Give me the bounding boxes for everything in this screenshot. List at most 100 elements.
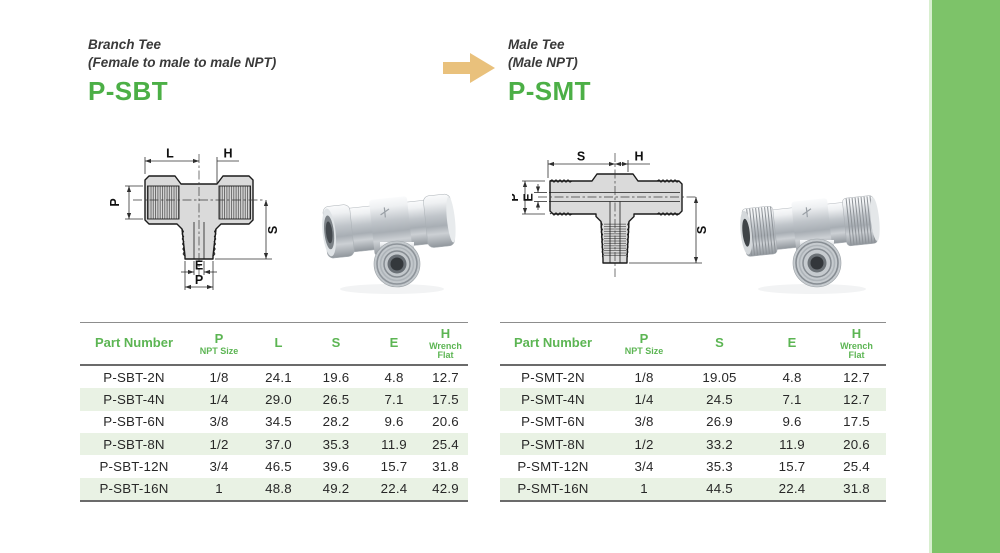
cell-e: 22.4 [778,481,806,497]
col-header-p-npt-size: P NPT Size [624,330,664,356]
cell-e: 4.8 [384,369,404,385]
cell-s: 35.3 [706,459,733,475]
dim-label-s-right: S [695,226,709,234]
cell-e: 22.4 [380,481,408,497]
male-branch-port [792,238,842,288]
cell-npt-size: 1 [640,481,648,497]
dim-label-p-bottom: P [195,273,203,287]
table-row: P-SMT-12N 3/4 35.3 15.7 25.4 [500,455,886,477]
dim-label-h: H [223,147,232,161]
cell-part-number: P-SBT-2N [103,369,165,385]
dim-label-e-left: E [522,193,536,201]
cell-npt-size: 1/2 [634,436,654,452]
cell-s: 28.2 [322,414,350,430]
cell-e: 15.7 [778,459,806,475]
cell-s: 35.3 [322,436,350,452]
col-header-h-wrench-flat: H Wrench Flat [429,326,462,361]
cell-e: 7.1 [384,391,404,407]
col-header-h-wrench-flat: H Wrench Flat [840,326,873,361]
product-subtitle: (Male NPT) [508,54,578,70]
table-row: P-SBT-12N 3/4 46.5 39.6 15.7 31.8 [80,455,468,477]
cell-npt-size: 3/4 [634,459,654,475]
cell-h: 12.7 [843,391,870,407]
cell-npt-size: 3/8 [209,414,229,430]
col-header-s: S [715,335,724,351]
stamp-mark [380,207,390,218]
cell-s: 19.05 [702,369,737,385]
cell-h: 25.4 [843,459,870,475]
dim-label-e: E [195,259,203,273]
cell-s: 44.5 [706,481,733,497]
col-header-e: E [787,335,797,351]
cell-part-number: P-SMT-2N [521,369,585,385]
cell-e: 4.8 [782,369,802,385]
dimension-arrows [522,161,699,263]
cell-part-number: P-SBT-12N [99,459,169,475]
tee-photo-body [740,195,880,257]
table-row: P-SBT-6N 3/8 34.5 28.2 9.6 20.6 [80,411,468,433]
cell-h: 25.4 [432,436,459,452]
photo-shadow [758,284,866,294]
cell-l: 37.0 [265,436,292,452]
cell-part-number: P-SBT-6N [103,414,165,430]
dim-label-h: H [634,150,643,164]
cell-h: 12.7 [432,369,459,385]
centerlines [538,153,696,277]
cell-e: 7.1 [782,391,802,407]
cell-l: 29.0 [265,391,292,407]
cell-npt-size: 1/4 [209,391,229,407]
cell-e: 9.6 [782,414,802,430]
male-tee-spec-table: Part Number P NPT Size S E H Wrench Flat P… [500,322,886,503]
table-row: P-SMT-16N 1 44.5 22.4 31.8 [500,477,886,502]
cell-part-number: P-SMT-16N [517,481,589,497]
col-header-part-number: Part Number [94,335,174,351]
stamp-mark [802,207,812,218]
cell-npt-size: 1/8 [209,369,229,385]
branch-tee-drawing: L H P S E P [108,147,280,290]
female-thread-left [147,185,180,220]
cell-l: 24.1 [265,369,292,385]
cell-h: 31.8 [432,459,459,475]
centerlines [133,154,265,276]
right-arrow-icon [443,51,495,90]
cell-npt-size: 1/2 [209,436,229,452]
cell-s: 39.6 [322,459,350,475]
male-tee-drawing: S H P E S [512,150,709,277]
cell-part-number: P-SMT-8N [521,436,585,452]
product-title: Male Tee [508,37,565,52]
cell-l: 34.5 [265,414,292,430]
cell-part-number: P-SBT-8N [103,436,165,452]
cell-s: 19.6 [322,369,350,385]
cell-part-number: P-SMT-12N [517,459,589,475]
dimension-lines [125,157,272,290]
cell-l: 48.8 [265,481,292,497]
cell-h: 20.6 [432,414,459,430]
cell-s: 26.9 [706,414,733,430]
table-row: P-SBT-2N 1/8 24.1 19.6 4.8 12.7 [80,365,468,388]
cell-npt-size: 1/4 [634,391,654,407]
table-row: P-SBT-8N 1/2 37.0 35.3 11.9 25.4 [80,432,468,456]
cell-s: 26.5 [322,391,350,407]
cell-npt-size: 1 [215,481,223,497]
cell-h: 31.8 [843,481,870,497]
col-header-s: S [331,335,341,351]
cell-h: 42.9 [432,481,459,497]
cell-s: 49.2 [322,481,350,497]
male-tee-header: Male Tee (Male NPT) P-SMT [508,36,591,107]
header-row: Part Number P NPT Size L S E H Wrench Flat [80,323,468,365]
photo-shadow [340,284,444,294]
dimension-labels: L H P S E P [108,147,280,288]
cell-part-number: P-SMT-4N [521,391,585,407]
cell-e: 9.6 [384,414,404,430]
tee-photo-body [322,193,456,259]
dim-label-p-left: P [512,193,521,201]
cell-h: 12.7 [843,369,870,385]
cell-part-number: P-SBT-16N [99,481,169,497]
dimension-labels: S H P E S [512,150,709,235]
male-tee-photo [740,195,880,294]
table-row: P-SMT-2N 1/8 19.05 4.8 12.7 [500,365,886,388]
tee-body [549,173,683,264]
green-sidebar [929,0,1000,553]
branch-tee-header: Branch Tee (Female to male to male NPT) … [88,36,276,107]
col-header-l: L [274,335,283,351]
